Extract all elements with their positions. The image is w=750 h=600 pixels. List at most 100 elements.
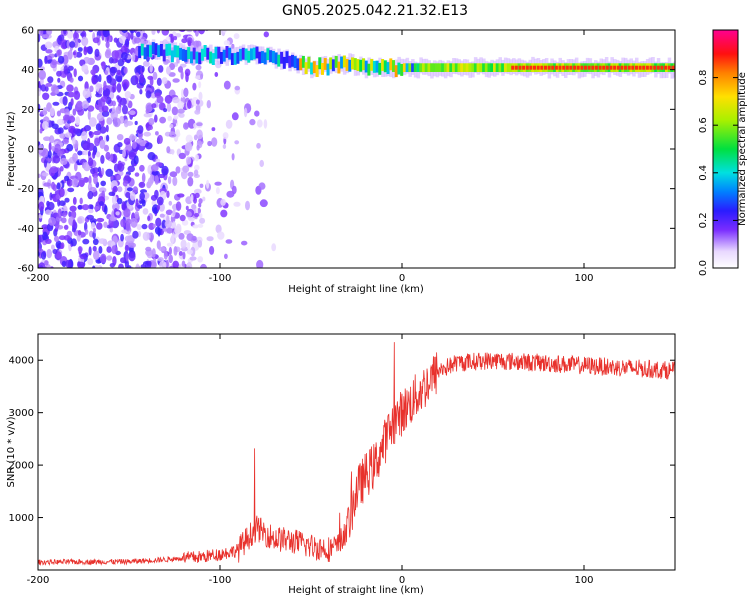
spectrogram-cell [116, 83, 122, 93]
spectrogram-cell [140, 264, 147, 268]
spectrogram-cell [184, 142, 193, 152]
spectrogram-cell [186, 24, 192, 30]
spectrogram-cell [122, 148, 126, 158]
spectrogram-x-ticks: -200 -100 0 100 [27, 30, 594, 284]
y-tick-label: 20 [21, 105, 34, 116]
spectrogram-cell [82, 204, 90, 211]
spectrogram-cell [94, 205, 100, 211]
spectrogram-cell [194, 192, 200, 199]
spectrogram-cell [202, 196, 206, 202]
spectrogram-cell [93, 227, 96, 234]
spectrogram-cell [171, 221, 177, 229]
spectrogram-cell [165, 44, 169, 56]
spectrogram-cell [187, 176, 194, 187]
spectrogram-cell [256, 119, 263, 128]
spectrogram-cell [79, 197, 83, 205]
spectrogram-cell [121, 52, 128, 60]
spectrogram-cell [75, 30, 83, 34]
spectrogram-cell [263, 31, 269, 38]
spectrogram-cell [38, 33, 41, 43]
spectrogram-cell [179, 214, 186, 222]
spectrogram-cell [81, 131, 88, 141]
spectrogram-cell [63, 114, 71, 121]
spectrogram-cell [151, 170, 159, 176]
spectrogram-cell [76, 100, 83, 111]
spectrogram-cell [104, 70, 109, 76]
spectrogram-cell [424, 63, 428, 72]
spectrogram-cell [69, 41, 76, 48]
spectrogram-cell [58, 34, 65, 42]
spectrogram-cell [329, 57, 333, 70]
spectrogram-cell [162, 49, 166, 62]
spectrogram-cell [134, 211, 140, 219]
spectrogram-cell [52, 101, 60, 106]
spectrogram-cell [157, 257, 164, 262]
spectrogram-cell [80, 254, 87, 260]
spectrogram-cell [511, 65, 515, 70]
spectrogram-cell [359, 59, 363, 72]
spectrogram-cell [43, 182, 52, 187]
spectrogram-cell [132, 230, 139, 239]
spectrogram-cell [183, 122, 189, 130]
spectrogram-cell [110, 153, 114, 162]
spectrogram-cell [249, 118, 256, 126]
spectrogram-cell [149, 45, 152, 58]
spectrogram-cell [129, 110, 136, 116]
spectrogram-cell [77, 150, 83, 156]
spectrogram-cell [271, 51, 275, 63]
spectrogram-cell [640, 63, 644, 72]
spectrogram-cell [263, 52, 267, 65]
spectrogram-cell [209, 51, 213, 64]
spectrogram-cell [171, 149, 175, 155]
spectrogram-cell [104, 205, 108, 215]
spectrogram-cell [168, 72, 176, 77]
spectrogram-cell [383, 60, 387, 73]
spectrogram-cell [65, 259, 71, 268]
spectrogram-cell [51, 181, 56, 190]
spectrogram-cell [39, 128, 43, 134]
spectrogram-cell [77, 75, 84, 82]
spectrogram-cell [151, 30, 156, 35]
spectrogram-cell [411, 63, 415, 72]
spectrogram-cell [211, 137, 218, 147]
spectrogram-cell [613, 65, 617, 70]
spectrogram-cell [90, 69, 97, 75]
spectrogram-cell [591, 65, 595, 70]
spectrogram-cell [129, 30, 136, 34]
spectrogram-cell [44, 55, 48, 65]
spectrogram-cell [67, 187, 75, 193]
x-tick-label: -200 [27, 575, 50, 586]
spectrogram-cell [179, 30, 186, 32]
spectrogram-cell [52, 155, 61, 164]
spectrogram-cell [558, 65, 562, 70]
spectrogram-cell [148, 260, 152, 267]
spectrogram-cell [39, 265, 44, 268]
spectrogram-cell [38, 58, 43, 68]
spectrogram-cell [104, 49, 111, 59]
x-tick-label: -100 [209, 273, 232, 284]
spectrogram-cell [152, 223, 157, 228]
spectrogram-cell [194, 154, 199, 162]
spectrogram-cell [186, 249, 193, 255]
spectrogram-cell [38, 69, 46, 80]
spectrogram-cell [207, 140, 213, 147]
spectrogram-dominant-line [138, 39, 675, 79]
spectrogram-cell [243, 107, 248, 118]
spectrogram-cell [150, 164, 159, 172]
snr-y-label: SNR (10 * v/v) [6, 416, 17, 487]
spectrogram-cell [39, 30, 44, 37]
spectrogram-cell [367, 63, 371, 76]
spectrogram-cell [143, 113, 152, 118]
spectrogram-cell [96, 217, 105, 223]
spectrogram-cell [119, 97, 127, 106]
spectrogram-cell [173, 246, 178, 256]
spectrogram-cell [141, 199, 146, 207]
spectrogram-cell [179, 47, 182, 60]
spectrogram-cell [45, 238, 52, 244]
spectrogram-cell [88, 204, 93, 210]
spectrogram-cell [137, 125, 144, 134]
spectrogram-cell [63, 65, 69, 75]
colorbar-ticks: 0.0 0.2 0.4 0.6 0.8 [698, 70, 738, 276]
spectrogram-cell [310, 62, 314, 75]
